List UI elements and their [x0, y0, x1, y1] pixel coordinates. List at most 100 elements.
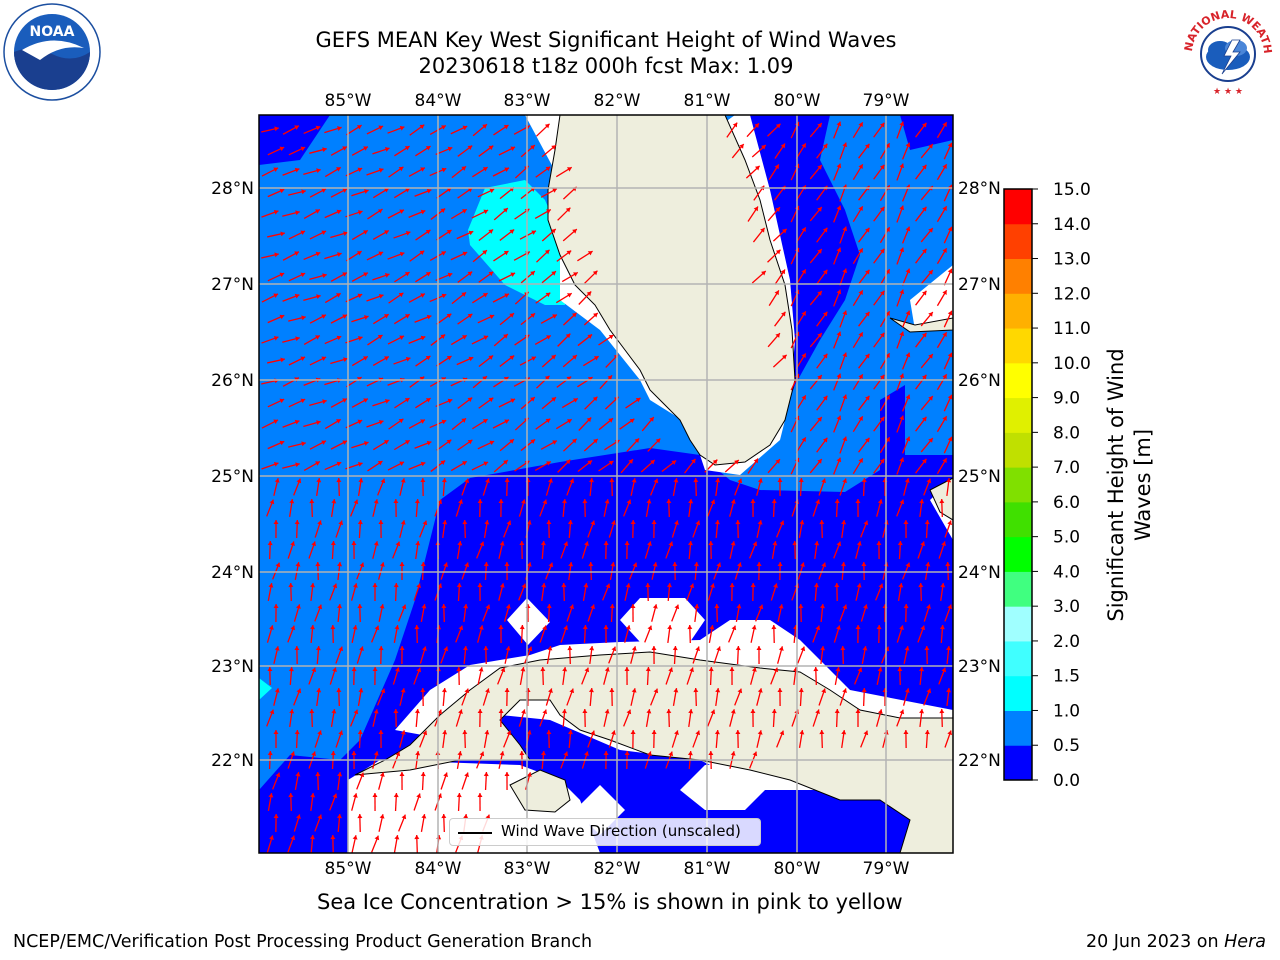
wave-arrowhead [672, 646, 678, 651]
wave-arrowhead [842, 310, 848, 316]
wave-arrowhead [737, 688, 743, 694]
wave-arrowhead [750, 499, 756, 504]
wave-arrowhead [751, 667, 757, 672]
wave-arrowhead [273, 209, 279, 215]
wave-arrowhead [399, 772, 405, 777]
wave-arrowhead [836, 373, 842, 379]
wave-arrowhead [441, 688, 447, 693]
wave-field-1.0-1.5-edge [259, 678, 272, 700]
wave-arrowhead [905, 436, 911, 442]
wave-arrowhead [420, 419, 425, 424]
wave-arrowhead [630, 520, 636, 525]
wave-arrowhead [504, 478, 510, 483]
wave-arrowhead [420, 562, 426, 567]
colorbar-bin [1004, 258, 1032, 294]
wave-arrowhead [688, 499, 694, 504]
wave-arrowhead [611, 730, 616, 735]
wave-arrowhead [674, 730, 679, 735]
wave-arrowhead [771, 499, 777, 504]
wave-arrowhead [899, 331, 905, 337]
wave-arrowhead [947, 226, 953, 232]
wave-arrowhead [377, 209, 383, 214]
wave-arrowhead [876, 541, 882, 546]
wave-arrowhead [836, 415, 842, 421]
wave-arrowhead [357, 814, 363, 819]
wave-arrowhead [946, 688, 952, 693]
colorbar-bin [1004, 710, 1032, 746]
wave-arrowhead [735, 520, 741, 525]
wave-arrowhead [437, 793, 442, 799]
lon-tick-label: 83°W [504, 91, 551, 111]
wave-arrowhead [774, 164, 779, 170]
wave-arrowhead [269, 499, 275, 505]
wave-arrowhead [842, 688, 847, 694]
wave-arrowhead [858, 206, 863, 212]
wave-arrowhead [919, 499, 925, 504]
wave-arrowhead [772, 541, 778, 546]
wave-arrowhead [309, 709, 315, 714]
wave-arrowhead [587, 251, 593, 256]
wave-arrowhead [771, 625, 777, 630]
wave-arrowhead [817, 417, 822, 422]
wave-arrowhead [592, 270, 598, 276]
wave-arrowhead [928, 354, 933, 359]
wave-arrowhead [857, 667, 863, 673]
wave-arrowhead [836, 541, 842, 547]
wave-arrowhead [483, 209, 489, 215]
wave-arrowhead [530, 271, 535, 276]
wave-arrowhead [604, 499, 610, 504]
lon-tick-label: 80°W [774, 859, 821, 879]
wave-arrowhead [482, 250, 487, 255]
wave-arrowhead [905, 562, 911, 568]
wave-arrowhead [267, 541, 273, 546]
wave-arrowhead [399, 461, 405, 466]
wave-arrowhead [569, 478, 575, 484]
wave-arrowhead [464, 772, 469, 778]
colorbar-bin [1004, 432, 1032, 468]
wave-arrowhead [483, 335, 489, 341]
wave-arrowhead [836, 289, 842, 295]
wave-arrowhead [315, 125, 321, 131]
wave-arrowhead [856, 541, 862, 546]
wave-arrowhead [446, 187, 452, 193]
wave-arrowhead [504, 772, 510, 777]
wave-arrowhead [835, 667, 841, 672]
wave-arrowhead [608, 418, 613, 423]
wave-arrowhead [404, 398, 410, 403]
wave-arrowhead [551, 145, 556, 150]
wave-arrowhead [822, 269, 828, 275]
wave-arrowhead [903, 730, 909, 735]
legend-label: Wind Wave Direction (unscaled) [501, 822, 741, 840]
wave-arrowhead [547, 646, 553, 651]
wave-arrowhead [865, 227, 870, 233]
wave-arrowhead [353, 709, 359, 715]
lat-ticks-right: 28°N 27°N 26°N 25°N 24°N 23°N 22°N [958, 179, 1001, 771]
wave-arrowhead [482, 293, 488, 298]
wave-arrowhead [897, 667, 903, 672]
wave-arrowhead [582, 625, 588, 630]
wave-arrowhead [777, 688, 783, 693]
wave-arrowhead [440, 460, 446, 465]
wave-arrowhead [756, 562, 762, 567]
wave-arrowhead [926, 604, 931, 609]
wave-arrowhead [295, 462, 300, 468]
wave-arrowhead [822, 227, 828, 233]
wave-arrowhead [753, 206, 758, 212]
chart-title-line1: GEFS MEAN Key West Significant Height of… [315, 28, 897, 52]
wave-arrowhead [503, 125, 509, 130]
wave-arrowhead [757, 688, 763, 693]
wave-arrowhead [482, 419, 488, 424]
wave-arrowhead [551, 354, 556, 360]
wave-arrowhead [464, 562, 470, 568]
wave-arrowhead [752, 751, 758, 757]
wave-arrowhead [939, 499, 945, 504]
wave-arrowhead [819, 604, 825, 609]
wave-arrowhead [420, 772, 426, 777]
colorbar-tick-label: 3.0 [1053, 597, 1080, 617]
wave-arrowhead [775, 207, 780, 212]
wave-arrowhead [301, 189, 306, 195]
wave-arrowhead [363, 398, 368, 403]
wave-arrowhead [443, 646, 449, 652]
wave-arrowhead [300, 272, 306, 278]
wave-arrowhead [393, 583, 399, 588]
